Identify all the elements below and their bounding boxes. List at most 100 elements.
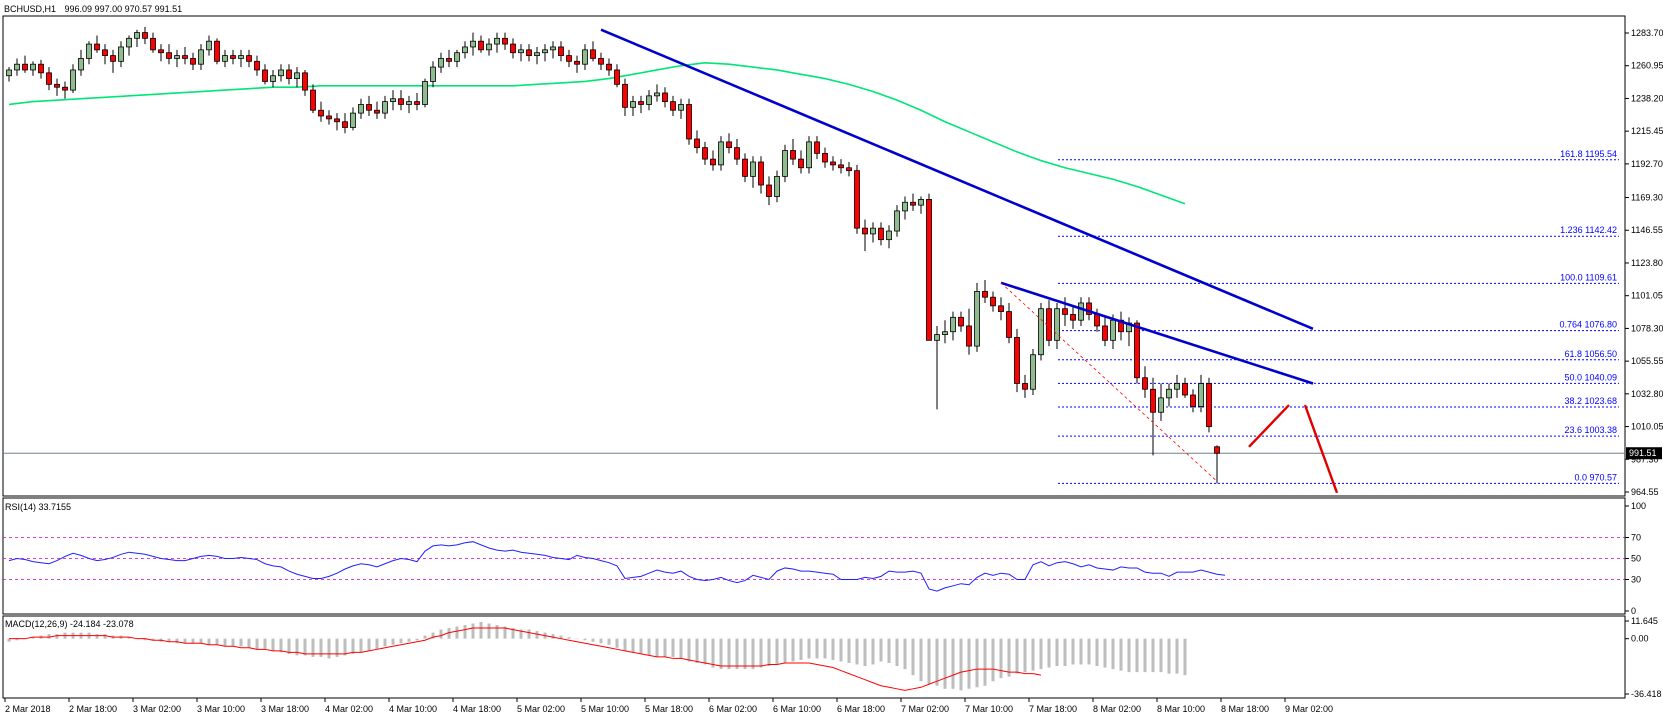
macd-histogram-bar: [511, 628, 515, 639]
price-axis-label: 1123.80: [1631, 258, 1663, 268]
macd-histogram-bar: [807, 638, 811, 659]
projection-down-arrow: [1303, 404, 1339, 494]
macd-histogram-bar: [631, 638, 635, 653]
macd-histogram-bar: [47, 634, 51, 639]
macd-histogram-bar: [279, 638, 283, 653]
macd-histogram-bar: [207, 638, 211, 645]
macd-histogram-bar: [1071, 638, 1075, 665]
candle-bull: [174, 55, 180, 59]
macd-histogram-bar: [223, 638, 227, 647]
candle-bull: [886, 230, 892, 241]
price-axis-label: 1215.45: [1631, 126, 1663, 136]
candle-bull: [278, 69, 284, 77]
candle-bear: [110, 55, 116, 62]
candle-bull: [382, 101, 388, 114]
candle-bear: [374, 109, 380, 114]
candle-bear: [1070, 314, 1076, 321]
price-axis-label: 1192.70: [1631, 159, 1663, 169]
macd-histogram-bar: [343, 638, 347, 656]
macd-histogram-bar: [1159, 638, 1163, 673]
candle-bull: [6, 69, 12, 77]
macd-histogram-bar: [727, 638, 731, 670]
candle-bear: [734, 147, 740, 160]
candle-bear: [1046, 308, 1052, 341]
candle-bear: [1094, 314, 1100, 327]
macd-histogram-bar: [439, 629, 443, 639]
macd-histogram-bar: [799, 638, 803, 660]
macd-histogram-bar: [751, 638, 755, 670]
macd-histogram-bar: [231, 638, 235, 647]
macd-histogram-bar: [831, 638, 835, 660]
macd-histogram-bar: [287, 638, 291, 654]
macd-histogram-bar: [775, 638, 779, 665]
macd-histogram-bar: [351, 638, 355, 654]
candle-bull: [118, 46, 124, 62]
candle-bear: [246, 55, 252, 62]
price-axis-label: 1169.30: [1631, 193, 1663, 203]
candle-bear: [686, 104, 692, 140]
macd-histogram-bar: [495, 625, 499, 639]
candle-bull: [358, 104, 364, 114]
candle-bear: [1086, 302, 1092, 315]
candle-bull: [630, 101, 636, 108]
macd-histogram-bar: [903, 638, 907, 670]
candle-bull: [1054, 308, 1060, 341]
rsi-line: [8, 541, 1226, 592]
macd-histogram-bar: [615, 638, 619, 648]
macd-axis-label: 11.645: [1631, 616, 1658, 626]
candle-bear: [502, 37, 508, 45]
candle-bear: [958, 316, 964, 327]
fib-level-label: 50.0 1040.09: [1564, 372, 1617, 382]
candle-bear: [1062, 308, 1068, 315]
candle-bear: [670, 101, 676, 111]
price-axis-label: 987.30: [1631, 454, 1659, 464]
candle-bull: [486, 43, 492, 51]
macd-histogram-bar: [647, 638, 651, 656]
candle-bear: [326, 115, 332, 120]
macd-histogram-bar: [1127, 638, 1131, 673]
macd-histogram-bar: [1079, 638, 1083, 665]
macd-histogram-bar: [247, 638, 251, 648]
candle-bear: [838, 164, 844, 169]
current-price-badge: [1626, 447, 1662, 460]
candle-bear: [742, 158, 748, 177]
candle-bull: [942, 331, 948, 335]
macd-histogram-bar: [623, 638, 627, 651]
macd-histogram-bar: [271, 638, 275, 651]
candle-bear: [398, 98, 404, 105]
macd-histogram-bar: [199, 638, 203, 644]
candle-bear: [262, 69, 268, 82]
trendline-upper: [600, 28, 1314, 331]
price-axis-label: 1101.05: [1631, 291, 1663, 301]
moving-average-line: [8, 61, 1186, 205]
macd-histogram-bar: [1031, 638, 1035, 671]
candle-bear: [1022, 383, 1028, 390]
candle-bear: [1134, 322, 1140, 379]
candle-bear: [366, 104, 372, 111]
candle-bull: [1038, 308, 1044, 356]
time-axis-label: 3 Mar 02:00: [133, 704, 181, 714]
time-axis-label: 9 Mar 02:00: [1285, 704, 1333, 714]
candle-bull: [494, 37, 500, 45]
candle-bear: [990, 296, 996, 307]
panel-frame: [2, 497, 1626, 615]
candle-bull: [222, 55, 228, 62]
candle-bull: [1166, 388, 1172, 399]
macd-histogram-bar: [383, 638, 387, 647]
candle-bear: [566, 55, 572, 62]
panel-frame: [2, 615, 1626, 699]
candle-bull: [70, 69, 76, 91]
macd-axis-label: -36.418: [1631, 689, 1662, 699]
candle-bear: [598, 58, 604, 65]
price-axis-label: 1238.20: [1631, 93, 1663, 103]
candle-bear: [310, 89, 316, 111]
time-axis-label: 6 Mar 18:00: [837, 704, 885, 714]
candle-bull: [902, 201, 908, 212]
macd-histogram-bar: [975, 638, 979, 688]
candle-bear: [846, 167, 852, 172]
candle-bull: [550, 46, 556, 51]
time-axis-label: 5 Mar 10:00: [581, 704, 629, 714]
macd-histogram-bar: [719, 638, 723, 670]
macd-histogram-bar: [1183, 638, 1187, 676]
candle-bear: [94, 43, 100, 51]
